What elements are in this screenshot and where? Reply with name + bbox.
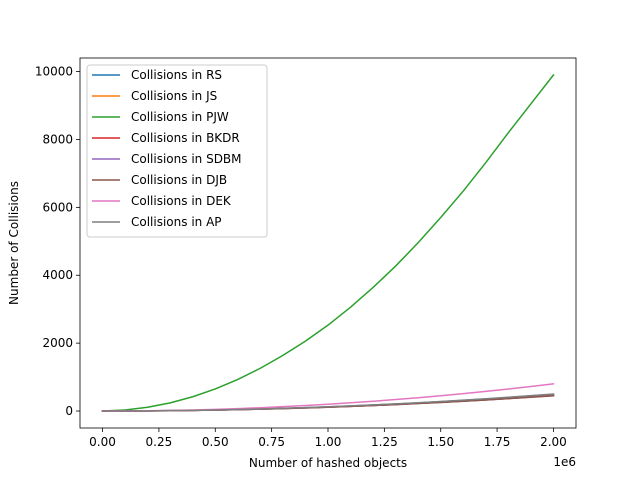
- x-offset-text: 1e6: [553, 455, 576, 469]
- y-tick-label: 4000: [42, 268, 73, 282]
- series-line-3: [101, 73, 555, 412]
- x-axis-label: Number of hashed objects: [249, 456, 407, 470]
- legend-entry: Collisions in DEK: [131, 194, 232, 208]
- x-tick-label: 1.75: [484, 435, 511, 449]
- legend-entry: Collisions in BKDR: [131, 131, 240, 145]
- series-layer: [101, 73, 555, 412]
- x-tick-label: 1.00: [315, 435, 342, 449]
- y-axis-label: Number of Collisions: [7, 181, 21, 305]
- x-tick-label: 0.50: [202, 435, 229, 449]
- y-tick-label: 0: [65, 404, 73, 418]
- y-tick-label: 2000: [42, 336, 73, 350]
- series-line-8: [101, 393, 555, 412]
- legend-entry: Collisions in SDBM: [131, 152, 242, 166]
- legend-entry: Collisions in AP: [131, 215, 222, 229]
- legend: Collisions in RS Collisions in JS Collisio…: [86, 64, 268, 238]
- x-axis: 0.00 0.25 0.50 0.75 1.00 1.25 1.50 1.75 2.00: [89, 428, 567, 449]
- legend-entry: Collisions in PJW: [131, 110, 229, 124]
- x-tick-label: 1.50: [427, 435, 454, 449]
- y-tick-label: 8000: [42, 132, 73, 146]
- x-tick-label: 0.25: [146, 435, 173, 449]
- x-tick-label: 0.75: [258, 435, 285, 449]
- legend-frame: [86, 64, 268, 238]
- y-axis: 0 2000 4000 6000 8000 10000: [35, 65, 80, 418]
- x-tick-label: 2.00: [540, 435, 567, 449]
- legend-entry: Collisions in DJB: [131, 173, 227, 187]
- x-tick-label: 0.00: [89, 435, 116, 449]
- legend-entry: Collisions in RS: [131, 68, 222, 82]
- x-tick-label: 1.25: [371, 435, 398, 449]
- y-tick-label: 6000: [42, 200, 73, 214]
- y-tick-label: 10000: [35, 65, 73, 79]
- legend-entry: Collisions in JS: [131, 89, 217, 103]
